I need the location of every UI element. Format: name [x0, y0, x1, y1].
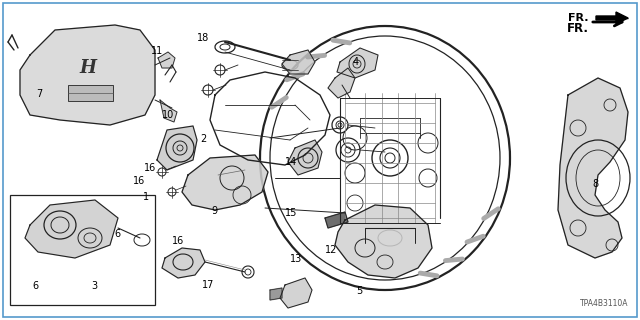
- Text: TPA4B3110A: TPA4B3110A: [579, 299, 628, 308]
- Text: 13: 13: [289, 253, 302, 264]
- Text: 8: 8: [592, 179, 598, 189]
- Polygon shape: [280, 278, 312, 308]
- Polygon shape: [182, 155, 268, 210]
- Text: 10: 10: [161, 109, 174, 120]
- Polygon shape: [25, 200, 118, 258]
- Polygon shape: [288, 140, 322, 175]
- Polygon shape: [160, 100, 177, 122]
- Text: 11: 11: [150, 45, 163, 56]
- Polygon shape: [162, 248, 205, 278]
- Text: 16: 16: [172, 236, 184, 246]
- Text: 17: 17: [202, 280, 214, 290]
- Polygon shape: [282, 50, 315, 74]
- Polygon shape: [270, 288, 282, 300]
- Polygon shape: [558, 78, 628, 258]
- Text: 12: 12: [325, 244, 338, 255]
- Text: 9: 9: [211, 205, 218, 216]
- Text: 16: 16: [144, 163, 157, 173]
- Polygon shape: [596, 12, 628, 24]
- Text: 6: 6: [114, 228, 120, 239]
- Text: 15: 15: [285, 208, 298, 218]
- Text: 6: 6: [32, 281, 38, 292]
- Polygon shape: [335, 205, 432, 278]
- Text: FR.: FR.: [568, 13, 589, 23]
- Polygon shape: [325, 212, 348, 228]
- Text: 18: 18: [197, 33, 210, 44]
- Polygon shape: [157, 126, 197, 170]
- Polygon shape: [337, 48, 378, 78]
- Text: 4: 4: [352, 57, 358, 68]
- Polygon shape: [158, 52, 175, 68]
- Text: 3: 3: [92, 281, 98, 292]
- Text: 14: 14: [285, 156, 298, 167]
- Text: 2: 2: [200, 134, 207, 144]
- Text: 1: 1: [143, 192, 149, 202]
- Text: H: H: [79, 59, 97, 77]
- Polygon shape: [20, 25, 155, 125]
- Text: 7: 7: [36, 89, 43, 100]
- Text: 16: 16: [133, 176, 146, 186]
- Text: 5: 5: [356, 286, 363, 296]
- Polygon shape: [328, 68, 355, 98]
- Text: FR.: FR.: [567, 22, 589, 35]
- FancyBboxPatch shape: [68, 85, 113, 101]
